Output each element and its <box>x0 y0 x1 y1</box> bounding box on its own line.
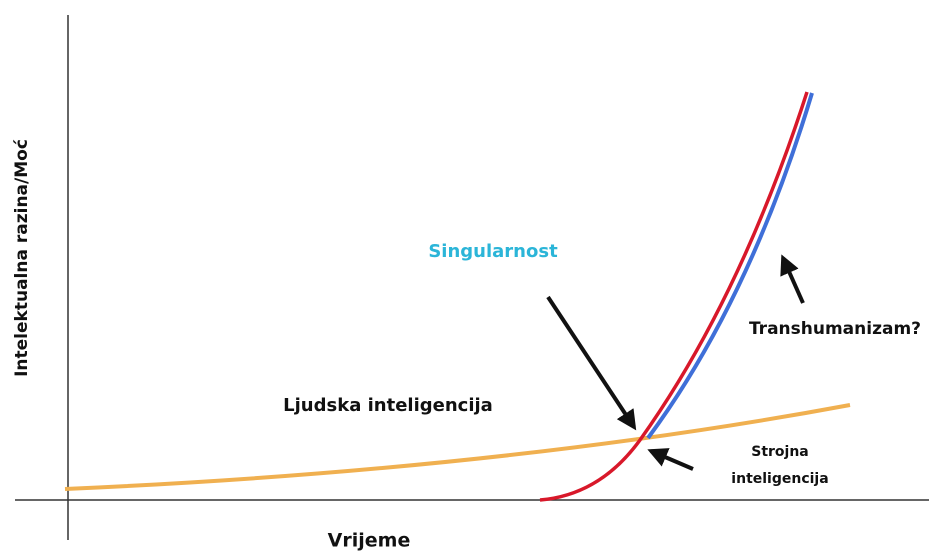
transhumanism-label: Transhumanizam? <box>749 319 921 339</box>
singularity-label: Singularnost <box>428 241 558 262</box>
machine-curve <box>646 92 814 440</box>
human-label: Ljudska inteligencija <box>283 395 493 416</box>
human-curve <box>64 403 851 491</box>
machine-label: inteligencija <box>731 471 828 487</box>
singularity-curve <box>539 91 809 502</box>
machine-label: Strojna <box>751 444 809 460</box>
x-axis-label: Vrijeme <box>328 530 411 552</box>
y-axis-label: Intelektualna razina/Moć <box>12 139 32 377</box>
arrow <box>780 254 805 304</box>
arrow <box>647 448 694 471</box>
arrow <box>546 295 637 431</box>
